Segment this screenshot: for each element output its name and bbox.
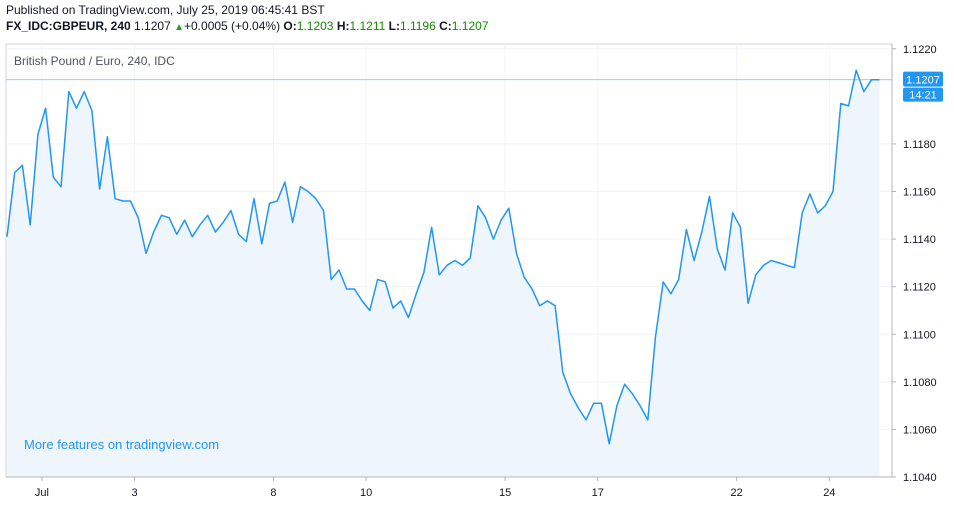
up-arrow-icon: ▲ [174, 22, 184, 33]
price-area [7, 70, 880, 477]
y-axis[interactable]: 1.1220 1.1180 1.1160 1.1140 1.1120 1.1100 1.10… [892, 44, 937, 484]
price-line[interactable] [6, 69, 880, 445]
y-tick-label: 1.1080 [903, 377, 937, 389]
x-tick-label: 3 [131, 487, 137, 499]
high-value: 1.1211 [349, 19, 386, 33]
y-tick-label: 1.1100 [903, 329, 936, 341]
countdown-tag-bg [903, 87, 943, 102]
y-tick-label: 1.1060 [903, 424, 937, 436]
x-axis[interactable]: Jul 3 8 10 15 17 22 24 [35, 477, 836, 499]
quote-line: FX_IDC:GBPEUR, 240 1.1207 ▲+0.0005 (+0.0… [6, 19, 946, 35]
open-value: 1.1203 [296, 19, 334, 33]
x-tick-label: 17 [592, 487, 604, 499]
last-price-tag-bg [903, 71, 943, 87]
x-tick-label: 10 [360, 487, 372, 499]
y-tick-label: 1.1140 [903, 234, 936, 246]
open-label: O: [283, 19, 297, 33]
x-tick-label: 15 [499, 487, 511, 499]
promo-link[interactable]: More features on tradingview.com [24, 437, 219, 452]
y-tick-label: 1.1040 [903, 472, 937, 484]
x-tick-label: Jul [35, 487, 49, 499]
last-price: 1.1207 [134, 19, 171, 33]
high-label: H: [336, 19, 350, 33]
close-value: 1.1207 [451, 19, 489, 33]
x-tick-label: 24 [823, 487, 835, 499]
y-tick-label: 1.1120 [903, 282, 936, 294]
published-info: Published on TradingView.com, July 25, 2… [6, 3, 325, 17]
countdown-label: 14:21 [909, 90, 937, 102]
y-tick-label: 1.1180 [903, 139, 936, 151]
x-tick-label: 22 [731, 487, 743, 499]
y-tick-label: 1.1160 [903, 187, 936, 199]
low-label: L: [388, 19, 400, 33]
chart-header: Published on TradingView.com, July 25, 2… [6, 0, 946, 35]
x-tick-label: 8 [270, 487, 276, 499]
chart-title: British Pound / Euro, 240, IDC [14, 54, 175, 68]
close-label: C: [439, 19, 452, 33]
symbol-label: FX_IDC:GBPEUR, 240 [6, 19, 131, 33]
last-price-tag: 1.1207 14:21 [903, 71, 943, 102]
last-price-tag-label: 1.1207 [906, 75, 940, 87]
y-tick-label: 1.1220 [903, 44, 937, 56]
low-value: 1.1196 [399, 19, 436, 33]
price-change: +0.0005 (+0.04%) [184, 19, 281, 33]
